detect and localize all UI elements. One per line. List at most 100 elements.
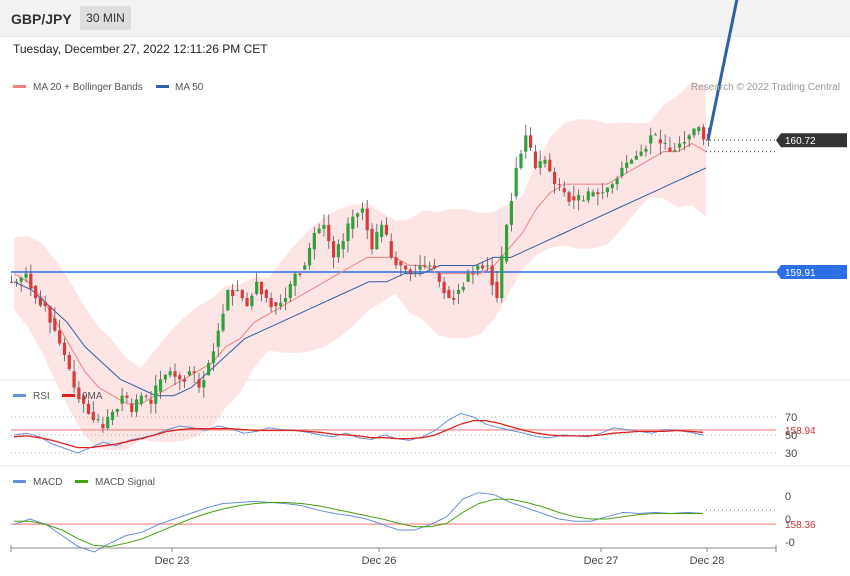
candle-body bbox=[182, 379, 187, 382]
candle-body bbox=[288, 284, 292, 299]
candle-body bbox=[231, 289, 235, 297]
candle-body bbox=[524, 135, 528, 152]
chart-datetime: Tuesday, December 27, 2022 12:11:26 PM C… bbox=[13, 42, 268, 56]
candle-body bbox=[240, 289, 244, 299]
candle-body bbox=[495, 281, 499, 299]
candle-body bbox=[687, 135, 691, 140]
candle-body bbox=[653, 134, 658, 136]
candle-body bbox=[149, 399, 153, 404]
candle-body bbox=[187, 371, 192, 376]
candle-body bbox=[173, 371, 177, 377]
legend-swatch-ma50 bbox=[156, 85, 169, 88]
legend-rsi9ma-label: 9MA bbox=[82, 391, 103, 402]
candle-body bbox=[283, 298, 288, 303]
candle-body bbox=[644, 148, 648, 152]
time-label-dec-26: Dec 26 bbox=[362, 555, 397, 567]
candle-body bbox=[130, 403, 134, 412]
candle-body bbox=[336, 244, 340, 258]
candle-body bbox=[384, 224, 389, 235]
candle-body bbox=[413, 273, 417, 275]
candle-body bbox=[432, 265, 437, 269]
candle-body bbox=[639, 151, 643, 156]
candle-body bbox=[62, 342, 67, 355]
macd-line bbox=[13, 492, 704, 553]
candle-body bbox=[269, 298, 273, 308]
timeframe-button[interactable]: 30 MIN bbox=[80, 6, 131, 30]
rsi-tick-50: 50 bbox=[785, 430, 797, 442]
candle-body bbox=[447, 289, 451, 299]
candle-body bbox=[605, 187, 610, 193]
level-tag-160.72 bbox=[776, 133, 847, 148]
candle-body bbox=[567, 192, 571, 202]
candle-body bbox=[303, 265, 307, 270]
macd-tick-0: 0 bbox=[785, 491, 791, 503]
candle-body bbox=[562, 188, 566, 193]
time-label-dec-27: Dec 27 bbox=[584, 555, 619, 567]
candle-body bbox=[322, 224, 326, 229]
level-label-158.94: 158.94 bbox=[785, 426, 816, 437]
time-label-dec-23: Dec 23 bbox=[155, 555, 190, 567]
candle-body bbox=[178, 375, 182, 380]
candle-body bbox=[620, 167, 624, 177]
candle-body bbox=[58, 330, 62, 344]
candle-body bbox=[312, 232, 316, 250]
candle-body bbox=[649, 135, 653, 144]
candle-body bbox=[572, 196, 576, 201]
candle-body bbox=[24, 273, 28, 278]
candle-body bbox=[625, 162, 629, 168]
rsi-9ma-line bbox=[13, 419, 704, 449]
candle-body bbox=[327, 224, 331, 242]
candle-body bbox=[533, 151, 538, 168]
candle-body bbox=[581, 200, 586, 202]
level-label-159.91: 159.91 bbox=[785, 268, 816, 279]
ma20-line bbox=[13, 142, 707, 405]
credit-text: Research © 2022 Trading Central bbox=[691, 82, 840, 93]
candle-body bbox=[697, 127, 701, 132]
candle-body bbox=[207, 363, 211, 376]
candle-body bbox=[601, 192, 605, 194]
candle-body bbox=[553, 171, 557, 185]
candle-body bbox=[96, 419, 100, 421]
rsi-tick-70: 70 bbox=[785, 412, 797, 424]
candle-body bbox=[629, 159, 634, 164]
candle-body bbox=[279, 302, 283, 307]
candle-body bbox=[274, 302, 278, 307]
candle-body bbox=[437, 273, 441, 282]
legend-macd-signal-label: MACD Signal bbox=[95, 477, 155, 488]
candle-body bbox=[29, 273, 33, 289]
candle-body bbox=[158, 379, 163, 392]
candle-body bbox=[480, 265, 485, 269]
candle-body bbox=[423, 265, 427, 267]
candle-body bbox=[418, 265, 422, 270]
candle-body bbox=[120, 395, 124, 404]
level-label-158.36: 158.36 bbox=[785, 520, 816, 531]
candle-body bbox=[596, 192, 600, 195]
candle-body bbox=[264, 289, 268, 299]
candle-body bbox=[346, 223, 350, 242]
candle-body bbox=[255, 281, 259, 294]
candle-body bbox=[548, 159, 552, 172]
candle-body bbox=[394, 257, 398, 266]
candle-body bbox=[154, 385, 158, 404]
candle-body bbox=[399, 261, 403, 266]
candle-body bbox=[466, 273, 470, 282]
legend-ma50-label: MA 50 bbox=[175, 82, 204, 93]
candle-body bbox=[307, 247, 312, 266]
candle-body bbox=[14, 281, 19, 283]
macd-signal-line bbox=[14, 498, 703, 548]
candle-body bbox=[557, 184, 562, 186]
candle-body bbox=[610, 184, 614, 189]
candle-body bbox=[9, 281, 14, 283]
candle-body bbox=[701, 127, 706, 140]
candle-body bbox=[389, 241, 393, 258]
candle-body bbox=[543, 159, 547, 164]
candle-body bbox=[456, 289, 461, 294]
ma50-line bbox=[13, 167, 707, 397]
candle-body bbox=[19, 277, 23, 282]
candle-body bbox=[53, 318, 57, 331]
candle-body bbox=[235, 289, 240, 291]
candle-body bbox=[216, 330, 220, 347]
candle-body bbox=[514, 167, 518, 197]
candle-body bbox=[144, 395, 148, 397]
legend-swatch-ma20 bbox=[13, 85, 26, 88]
